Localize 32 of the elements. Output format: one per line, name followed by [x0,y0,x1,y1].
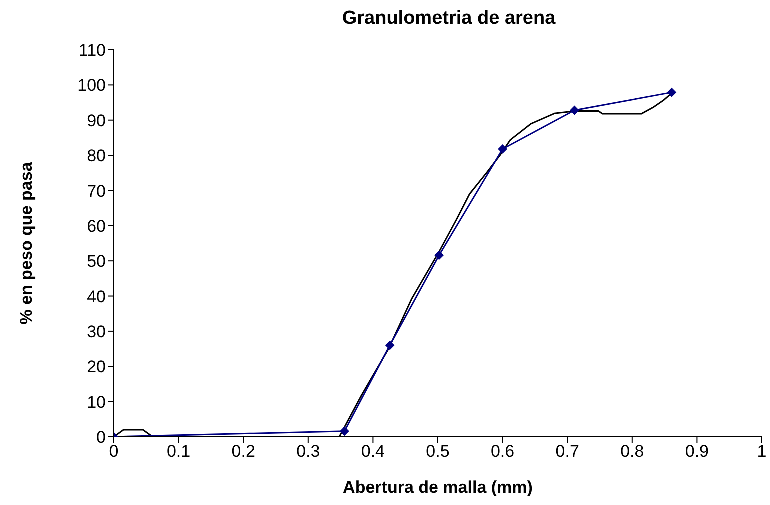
point [340,426,350,436]
y-axis-title: % en peso que pasa [17,162,36,325]
point [570,106,580,116]
y-tick-label: 20 [87,358,106,377]
y-tick-label: 30 [87,322,106,342]
x-axis-title: Abertura de malla (mm) [343,478,533,497]
x-tick-label: 0.2 [232,442,256,462]
x-tick-label: 0.1 [166,442,191,462]
y-tick-label: 50 [87,252,106,272]
y-tick-label: 70 [87,182,106,201]
y-tick-label: 90 [87,111,106,130]
y-tick-label: 60 [87,216,106,236]
y-tick-label: 110 [78,41,106,60]
point [434,250,444,260]
y-tick-label: 10 [87,392,106,412]
x-tick-label: 0 [109,442,119,462]
x-tick-label: 0.6 [490,442,515,462]
x-tick-label: 0.5 [426,442,450,462]
x-tick-label: 0.9 [685,442,710,462]
point [386,341,395,350]
chart-title: Granulometria de arena [341,8,557,31]
x-tick-label: 0.8 [620,442,644,462]
y-tick-label: 100 [78,76,106,96]
x-tick-label: 0.7 [556,442,580,462]
point [667,88,676,98]
x-tick-label: 1 [757,442,767,462]
x-tick-label: 0.3 [296,442,320,462]
x-tick-label: 0.4 [361,442,386,462]
y-tick-label: 80 [87,146,106,166]
y-tick-label: 0 [96,428,106,448]
point [498,144,508,154]
y-tick-label: 40 [87,287,106,306]
